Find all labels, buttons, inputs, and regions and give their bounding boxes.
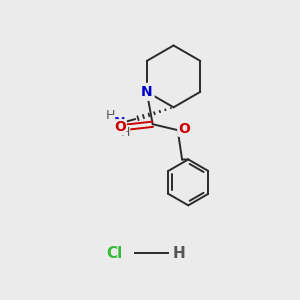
Text: H: H xyxy=(173,246,186,261)
Text: Cl: Cl xyxy=(106,246,123,261)
Text: H: H xyxy=(120,126,130,139)
Text: O: O xyxy=(178,122,190,136)
Text: N: N xyxy=(141,85,153,99)
Text: O: O xyxy=(114,120,126,134)
Text: H: H xyxy=(106,109,116,122)
Text: N: N xyxy=(113,116,125,130)
